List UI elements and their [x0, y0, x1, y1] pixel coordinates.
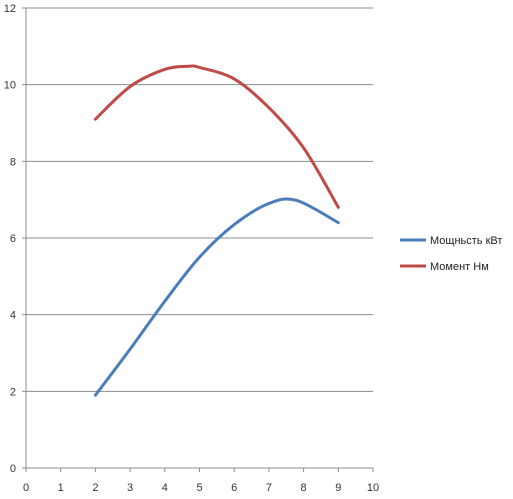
y-tick-label-0: 0 — [10, 463, 16, 475]
y-tick-label-6: 6 — [10, 233, 16, 245]
series-line-1 — [93, 197, 340, 397]
y-tick-labels: 0 2 4 6 8 10 12 — [4, 3, 16, 475]
x-tick-label-9: 9 — [335, 482, 341, 494]
series-lines — [93, 64, 340, 397]
y-tick-label-8: 8 — [10, 156, 16, 168]
legend-label-2: Момент Нм — [430, 261, 489, 273]
legend-label-1: Мощньсть кВт — [430, 235, 502, 247]
x-tick-label-1: 1 — [58, 482, 64, 494]
x-tick-label-4: 4 — [162, 482, 168, 494]
x-tick-label-10: 10 — [367, 482, 379, 494]
x-tick-label-5: 5 — [196, 482, 202, 494]
y-tick-label-10: 10 — [4, 80, 16, 92]
grid-lines — [26, 7, 373, 392]
y-tick-label-2: 2 — [10, 386, 16, 398]
x-tick-label-3: 3 — [127, 482, 133, 494]
x-tick-label-0: 0 — [23, 482, 29, 494]
legend: Мощньсть кВт Момент Нм — [400, 235, 502, 273]
x-tick-label-6: 6 — [231, 482, 237, 494]
y-tick-label-12: 12 — [4, 3, 16, 15]
axes — [22, 7, 374, 472]
y-tick-label-4: 4 — [10, 310, 16, 322]
series-line-2 — [93, 64, 340, 209]
x-tick-labels: 0 1 2 3 4 5 6 7 8 9 10 — [23, 482, 379, 494]
x-tick-label-7: 7 — [266, 482, 272, 494]
x-tick-label-8: 8 — [301, 482, 307, 494]
x-tick-label-2: 2 — [92, 482, 98, 494]
